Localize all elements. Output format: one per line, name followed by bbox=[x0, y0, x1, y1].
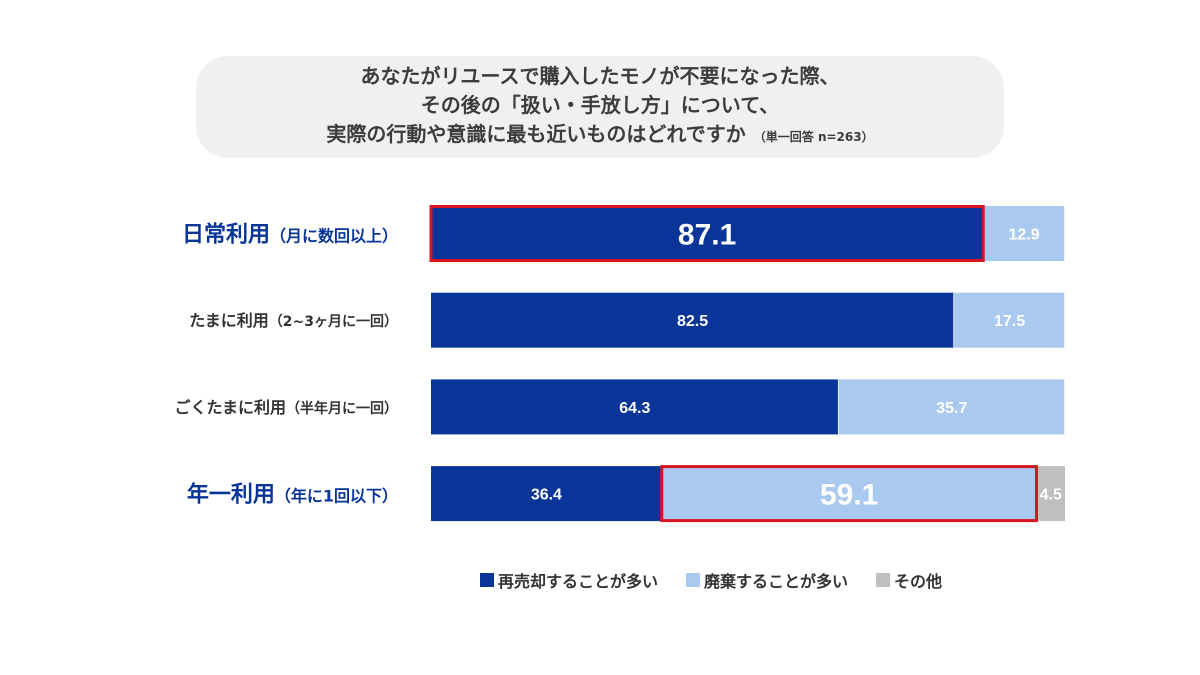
data-label: 4.5 bbox=[1040, 487, 1062, 504]
category-label-sub: （半年月に一回） bbox=[286, 400, 398, 417]
category-label: たまに利用（2~3ヶ月に一回） bbox=[189, 311, 398, 330]
category-label: ごくたまに利用（半年月に一回） bbox=[174, 398, 398, 417]
category-label-sub: （月に数回以上） bbox=[270, 227, 398, 246]
legend-label: その他 bbox=[894, 572, 943, 591]
data-label: 12.9 bbox=[1009, 227, 1040, 244]
legend-swatch bbox=[686, 573, 701, 587]
highlight-box bbox=[660, 465, 1038, 523]
legend-item: 廃棄することが多い bbox=[686, 568, 848, 592]
title-line-1: あなたがリユースで購入したモノが不要になった際、 bbox=[360, 64, 840, 88]
data-label: 35.7 bbox=[936, 400, 967, 417]
category-label: 日常利用（月に数回以上） bbox=[182, 222, 398, 248]
category-label-main: 年一利用 bbox=[187, 482, 275, 508]
category-label-sub: （年に1回以下） bbox=[275, 487, 398, 506]
category-label-main: ごくたまに利用 bbox=[174, 398, 286, 417]
chart-title-box: あなたがリユースで購入したモノが不要になった際、 その後の「扱い・手放し方」につ… bbox=[196, 56, 1004, 158]
bar-segment bbox=[838, 379, 1065, 435]
bar-segment bbox=[1036, 466, 1065, 522]
legend-label: 廃棄することが多い bbox=[704, 572, 849, 591]
category-label-main: 日常利用 bbox=[182, 222, 270, 248]
bar-segment bbox=[431, 292, 955, 348]
data-label: 17.5 bbox=[994, 313, 1025, 330]
data-label: 87.1 bbox=[678, 219, 736, 252]
bar-segment bbox=[431, 466, 662, 522]
sample-note: （単一回答 n=263） bbox=[753, 130, 874, 144]
data-label: 59.1 bbox=[820, 479, 878, 512]
category-label: 年一利用（年に1回以下） bbox=[187, 482, 398, 508]
highlight-box bbox=[429, 205, 985, 262]
bar-segment bbox=[983, 206, 1065, 261]
title-line-2: その後の「扱い・手放し方」について、 bbox=[420, 93, 780, 117]
bar-segment bbox=[954, 292, 1065, 348]
legend-label: 再売却することが多い bbox=[498, 572, 659, 591]
data-label: 36.4 bbox=[531, 487, 562, 504]
legend-item: その他 bbox=[876, 568, 942, 592]
title-line-3-text: 実際の行動や意識に最も近いものはどれですか bbox=[326, 122, 746, 146]
data-label: 64.3 bbox=[619, 400, 650, 417]
legend-swatch bbox=[480, 573, 494, 587]
bar-segment bbox=[431, 379, 839, 435]
bar-segment bbox=[431, 206, 984, 261]
legend-swatch bbox=[876, 573, 891, 587]
category-label-sub: （2~3ヶ月に一回） bbox=[269, 314, 398, 330]
title-line-3: 実際の行動や意識に最も近いものはどれですか （単一回答 n=263） bbox=[326, 120, 873, 152]
bar-segment bbox=[661, 466, 1037, 522]
data-label: 82.5 bbox=[677, 313, 708, 330]
legend: 再売却することが多い 廃棄することが多い その他 bbox=[480, 568, 942, 592]
legend-item: 再売却することが多い bbox=[480, 568, 658, 592]
stacked-bar-chart: 日常利用（月に数回以上） 87.1 12.9 たまに利用（2~3ヶ月に一回） 82.5 1… bbox=[174, 205, 1066, 523]
category-label-main: たまに利用 bbox=[189, 311, 269, 330]
